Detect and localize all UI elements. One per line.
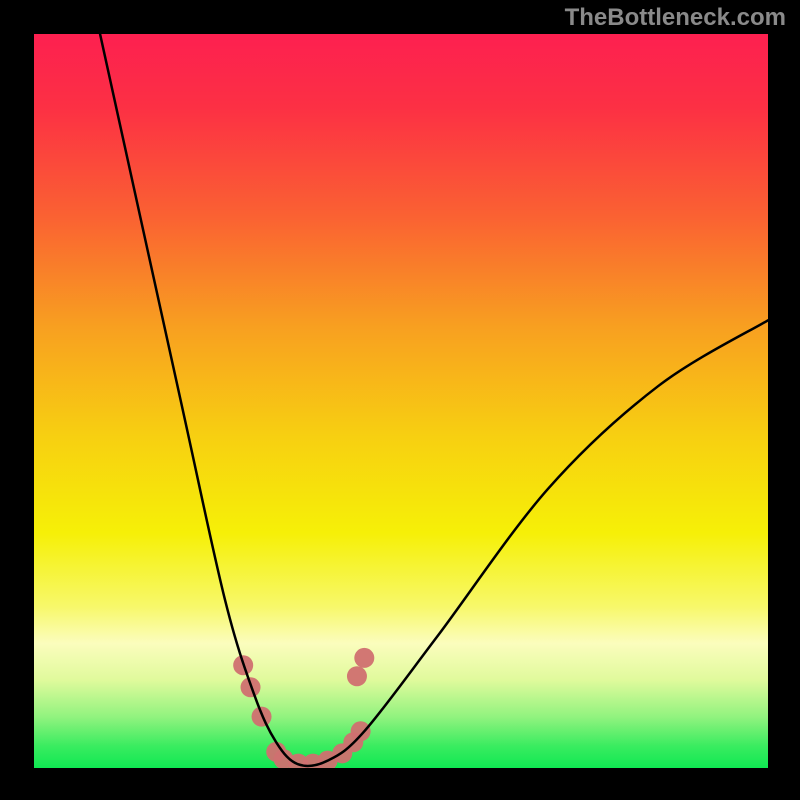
chart-canvas: TheBottleneck.com xyxy=(0,0,800,800)
data-marker xyxy=(354,648,374,668)
plot-area xyxy=(34,34,768,768)
curve-layer xyxy=(34,34,768,768)
notch-curve xyxy=(100,34,768,766)
marker-group xyxy=(233,648,374,768)
data-marker xyxy=(347,666,367,686)
data-marker xyxy=(351,721,371,741)
watermark-text: TheBottleneck.com xyxy=(565,4,786,32)
